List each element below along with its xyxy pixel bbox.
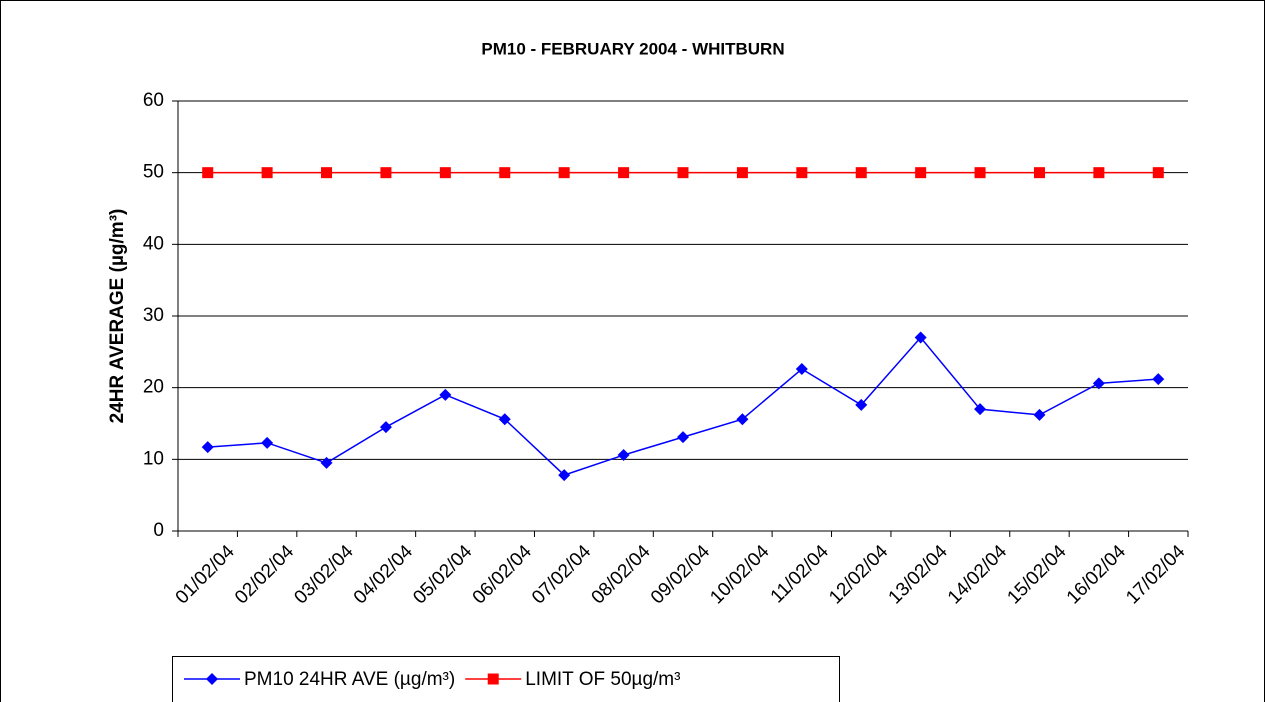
marker [796,167,808,179]
marker [261,167,273,179]
marker [974,167,986,179]
marker [321,167,333,179]
marker [855,398,868,411]
chart-title: PM10 - FEBRUARY 2004 - WHITBURN [481,39,784,58]
y-tick-label: 30 [143,305,164,326]
marker [677,167,689,179]
legend-box [172,656,840,702]
marker [855,167,867,179]
y-tick-label: 10 [143,448,164,469]
marker [618,167,630,179]
marker [380,167,392,179]
legend-label: PM10 24HR AVE (µg/m³) [244,669,455,690]
y-tick-label: 20 [143,377,164,398]
marker [320,456,333,469]
marker [439,167,451,179]
marker [1033,167,1045,179]
marker [736,167,748,179]
marker [558,167,570,179]
marker [617,449,630,462]
legend-label: LIMIT OF 50µg/m³ [525,669,680,690]
marker [498,413,511,426]
marker [499,167,511,179]
y-tick-label: 40 [143,233,164,254]
marker [1093,167,1105,179]
marker [914,331,927,344]
marker [379,421,392,434]
legend-marker [487,673,499,685]
y-tick-label: 0 [153,520,164,541]
y-tick-label: 60 [143,90,164,111]
marker [439,388,452,401]
marker [974,403,987,416]
marker [736,413,749,426]
marker [202,167,214,179]
marker [1033,408,1046,421]
marker [677,431,689,444]
marker [558,469,571,482]
marker [1152,167,1164,179]
marker [795,363,808,376]
y-axis-label: 24HR AVERAGE (µg/m³) [107,209,128,424]
marker [1092,377,1105,390]
marker [1152,373,1165,386]
marker [261,436,274,449]
y-tick-label: 50 [143,162,164,183]
marker [201,441,214,454]
legend-marker [206,673,218,685]
marker [915,167,927,179]
